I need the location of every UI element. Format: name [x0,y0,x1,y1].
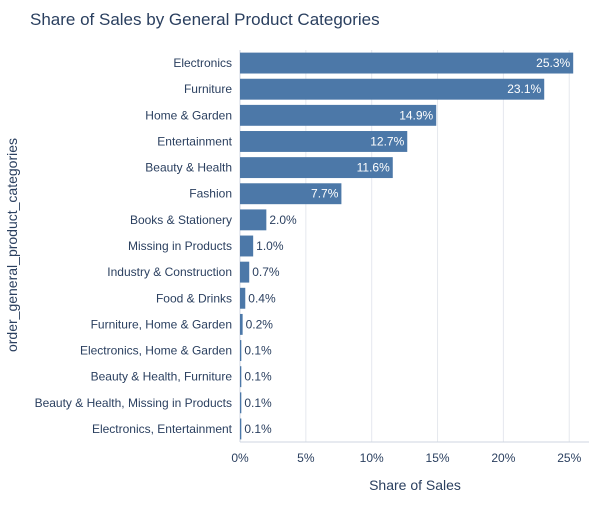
value-label: 12.7% [370,134,404,148]
value-label: 0.1% [244,370,272,384]
category-label: Home & Garden [145,108,232,122]
value-label: 25.3% [536,56,570,70]
x-tick-label: 0% [231,451,249,465]
x-tick-label: 15% [426,451,450,465]
value-label: 23.1% [507,82,541,96]
value-label: 2.0% [269,213,297,227]
bar [240,157,393,179]
category-label: Food & Drinks [156,291,232,305]
category-label: Furniture [184,82,232,96]
value-label: 0.2% [246,317,274,331]
x-tick-label: 10% [360,451,384,465]
bar [240,209,267,231]
y-axis-title: order_general_product_categories [4,138,20,352]
value-label: 0.1% [244,422,272,436]
category-label: Electronics [173,56,232,70]
bar [240,366,242,388]
value-labels: 25.3% 23.1% 14.9% 12.7% 11.6% 7.7% 2.0% 1.0% 0.7… [244,56,570,436]
category-label: Beauty & Health, Furniture [91,370,233,384]
x-tick-label: 5% [297,451,315,465]
value-label: 0.4% [248,291,276,305]
category-label: Electronics, Entertainment [92,422,233,436]
category-label: Missing in Products [128,239,232,253]
bar [240,52,574,74]
category-labels: Electronics Furniture Home & Garden Enterta… [35,56,233,436]
category-label: Beauty & Health, Missing in Products [35,396,232,410]
bar [240,418,242,440]
category-label: Fashion [189,187,232,201]
value-label: 0.1% [244,396,272,410]
x-tick-labels: 0% 5% 10% 15% 20% 25% [231,451,581,465]
x-tick-label: 20% [491,451,515,465]
category-label: Entertainment [157,134,232,148]
bar [240,78,545,100]
value-label: 11.6% [357,161,390,175]
bar [240,261,250,283]
category-label: Electronics, Home & Garden [80,344,232,358]
value-label: 0.7% [252,265,280,279]
bar [240,287,246,309]
category-label: Industry & Construction [107,265,232,279]
category-label: Furniture, Home & Garden [91,317,232,331]
bar [240,183,342,205]
chart-title: Share of Sales by General Product Catego… [30,10,380,29]
value-label: 0.1% [244,344,272,358]
bars [240,52,574,440]
x-tick-label: 25% [557,451,581,465]
value-label: 14.9% [399,108,433,122]
category-label: Beauty & Health [145,161,232,175]
x-axis-title: Share of Sales [369,477,461,493]
bar [240,392,242,414]
category-label: Books & Stationery [130,213,232,227]
value-label: 7.7% [311,187,339,201]
bar [240,131,408,152]
value-label: 1.0% [256,239,284,253]
bar [240,235,254,257]
bar [240,340,242,361]
bar [240,104,437,126]
bar [240,313,243,335]
